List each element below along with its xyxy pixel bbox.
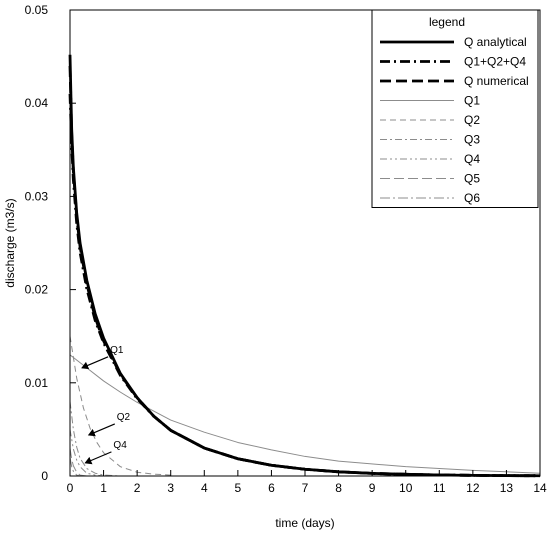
legend-label-q6: Q6 <box>464 191 480 205</box>
x-axis: 0 1 2 3 4 5 6 7 8 9 10 11 12 13 14 <box>67 470 547 495</box>
series-line-q3 <box>69 401 121 477</box>
annotation-label-q2: Q2 <box>117 412 131 423</box>
y-axis: 0 0.01 0.02 0.03 0.04 0.05 <box>25 3 76 483</box>
x-tick-label: 5 <box>235 481 242 495</box>
x-tick-label: 12 <box>466 481 480 495</box>
x-tick-label: 0 <box>67 481 74 495</box>
legend-label-q3: Q3 <box>464 133 480 147</box>
y-tick-label: 0.01 <box>25 376 49 390</box>
x-tick-label: 7 <box>302 481 309 495</box>
series-line-q6 <box>69 457 81 477</box>
legend-label-q-numerical: Q numerical <box>464 74 529 88</box>
series-line-q1 <box>69 354 541 474</box>
x-tick-label: 11 <box>433 481 446 495</box>
series-line-q4 <box>69 429 104 477</box>
legend-label-q1: Q1 <box>464 94 480 108</box>
legend-title: legend <box>429 15 465 29</box>
legend: legend Q analytical Q1+Q2+Q4 Q numerical Q1… <box>371 9 539 208</box>
annotation-arrow <box>84 451 112 465</box>
legend-label-q-analytical: Q analytical <box>464 35 527 49</box>
y-tick-label: 0.04 <box>25 96 49 110</box>
x-tick-label: 3 <box>167 481 174 495</box>
legend-label-q2: Q2 <box>464 113 480 127</box>
plot-lines <box>68 54 541 478</box>
y-tick-label: 0.02 <box>25 283 49 297</box>
y-axis-title: discharge (m3/s) <box>3 198 17 287</box>
x-tick-label: 10 <box>399 481 413 495</box>
series-line-q-numerical <box>68 65 541 478</box>
x-tick-label: 1 <box>100 481 107 495</box>
x-axis-title: time (days) <box>275 516 334 530</box>
x-tick-label: 2 <box>134 481 141 495</box>
x-tick-label: 9 <box>369 481 376 495</box>
series-line-q5 <box>69 447 87 477</box>
y-tick-label: 0 <box>41 469 48 483</box>
x-tick-label: 4 <box>201 481 208 495</box>
series-line-q2 <box>69 336 171 476</box>
x-tick-label: 13 <box>500 481 514 495</box>
y-tick-label: 0.05 <box>25 3 49 17</box>
legend-label-q5: Q5 <box>464 172 480 186</box>
annotation-label-q4: Q4 <box>113 440 127 451</box>
annotation-arrow <box>81 356 109 370</box>
x-tick-label: 14 <box>533 481 547 495</box>
legend-entries: Q analytical Q1+Q2+Q4 Q numerical Q1 Q2 Q3 Q4 Q… <box>380 35 529 205</box>
x-tick-label: 6 <box>268 481 275 495</box>
annotations: Q1 Q2 Q4 <box>81 345 131 465</box>
annotation-arrow <box>87 423 116 437</box>
legend-label-q1-q2-q4: Q1+Q2+Q4 <box>464 55 526 69</box>
annotation-label-q1: Q1 <box>110 345 124 356</box>
y-tick-label: 0.03 <box>25 189 49 203</box>
x-tick-label: 8 <box>335 481 342 495</box>
legend-label-q4: Q4 <box>464 152 480 166</box>
